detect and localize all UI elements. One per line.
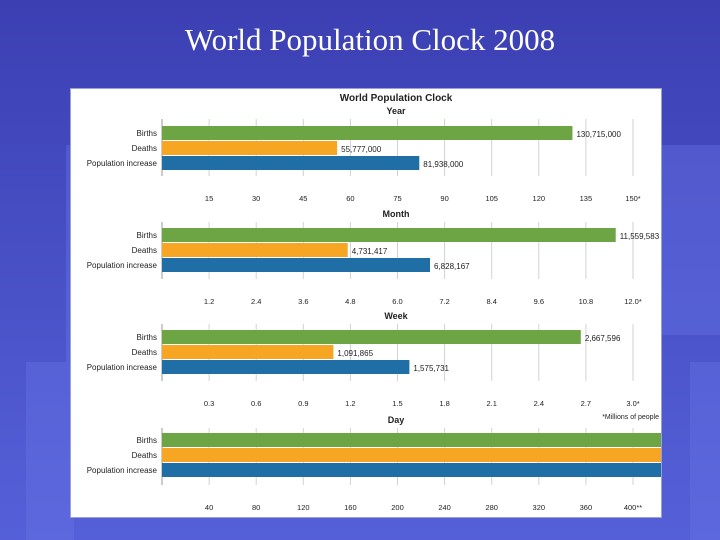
bar-births <box>162 433 661 447</box>
category-label-births: Births <box>137 129 157 138</box>
tick-label: 4.8 <box>345 297 355 306</box>
tick-label: 2.7 <box>581 399 591 408</box>
tick-label: 200 <box>391 503 404 512</box>
value-label-births: 2,667,596 <box>585 334 621 343</box>
section-title-year: Year <box>386 106 406 116</box>
bar-increase <box>162 156 420 170</box>
tick-label: 8.4 <box>486 297 496 306</box>
category-label-increase: Population increase <box>87 466 158 475</box>
tick-label: 105 <box>485 194 498 203</box>
section-title-week: Week <box>384 311 408 321</box>
tick-label: 15 <box>205 194 213 203</box>
tick-label: 360 <box>580 503 593 512</box>
tick-label: 1.5 <box>392 399 402 408</box>
tick-label: 1.8 <box>439 399 449 408</box>
tick-label: 320 <box>533 503 546 512</box>
category-label-deaths: Deaths <box>132 348 157 357</box>
bar-deaths <box>162 243 348 257</box>
tick-label: 10.8 <box>579 297 594 306</box>
bar-deaths <box>162 345 334 359</box>
category-label-increase: Population increase <box>87 363 158 372</box>
value-label-increase: 6,828,167 <box>434 262 470 271</box>
tick-label: 45 <box>299 194 307 203</box>
section-title-month: Month <box>383 209 410 219</box>
population-clock-chart: World Population Clock *Millions of peop… <box>87 93 661 512</box>
decorative-block <box>26 362 66 540</box>
tick-label: 9.6 <box>534 297 544 306</box>
tick-label: 2.4 <box>251 297 261 306</box>
tick-label: 60 <box>346 194 354 203</box>
tick-label: 135 <box>580 194 593 203</box>
bar-deaths <box>162 141 338 155</box>
tick-label: 1.2 <box>345 399 355 408</box>
section-title-day: Day <box>388 415 405 425</box>
category-label-increase: Population increase <box>87 261 158 270</box>
tick-label: 0.3 <box>204 399 214 408</box>
bar-increase <box>162 463 661 477</box>
tick-label: 6.0 <box>392 297 402 306</box>
value-label-deaths: 1,091,865 <box>337 349 373 358</box>
tick-label: 0.9 <box>298 399 308 408</box>
tick-label: 90 <box>440 194 448 203</box>
tick-label: 3.0* <box>626 399 639 408</box>
tick-label: 150* <box>625 194 641 203</box>
tick-label: 120 <box>297 503 310 512</box>
value-label-deaths: 55,777,000 <box>341 145 382 154</box>
bar-births <box>162 228 616 242</box>
bar-increase <box>162 258 431 272</box>
value-label-deaths: 4,731,417 <box>352 247 388 256</box>
category-label-births: Births <box>137 333 157 342</box>
value-label-increase: 1,575,731 <box>413 364 449 373</box>
category-label-births: Births <box>137 436 157 445</box>
value-label-births: 130,715,000 <box>576 130 621 139</box>
tick-label: 3.6 <box>298 297 308 306</box>
category-label-deaths: Deaths <box>132 246 157 255</box>
tick-label: 40 <box>205 503 213 512</box>
bar-births <box>162 330 581 344</box>
chart-panel: World Population Clock *Millions of peop… <box>70 88 662 518</box>
tick-label: 30 <box>252 194 260 203</box>
chart-title: World Population Clock <box>340 93 453 104</box>
tick-label: 12.0* <box>624 297 642 306</box>
bar-increase <box>162 360 410 374</box>
tick-label: 400** <box>624 503 642 512</box>
chart-footnote: *Millions of people <box>602 414 659 421</box>
tick-label: 1.2 <box>204 297 214 306</box>
decorative-block-right-lower <box>690 362 720 540</box>
tick-label: 7.2 <box>439 297 449 306</box>
slide-title: World Population Clock 2008 <box>184 22 556 57</box>
tick-label: 2.4 <box>534 399 544 408</box>
value-label-births: 11,559,583 <box>620 232 660 241</box>
bar-births <box>162 126 573 140</box>
tick-label: 160 <box>344 503 357 512</box>
tick-label: 80 <box>252 503 260 512</box>
category-label-increase: Population increase <box>87 159 158 168</box>
bar-deaths <box>162 448 661 462</box>
tick-label: 240 <box>438 503 451 512</box>
decorative-block-right <box>660 145 720 335</box>
tick-label: 280 <box>485 503 498 512</box>
tick-label: 75 <box>393 194 401 203</box>
value-label-increase: 81,938,000 <box>423 160 464 169</box>
tick-label: 120 <box>533 194 546 203</box>
tick-label: 0.6 <box>251 399 261 408</box>
category-label-births: Births <box>137 231 157 240</box>
category-label-deaths: Deaths <box>132 451 157 460</box>
tick-label: 2.1 <box>486 399 496 408</box>
category-label-deaths: Deaths <box>132 144 157 153</box>
